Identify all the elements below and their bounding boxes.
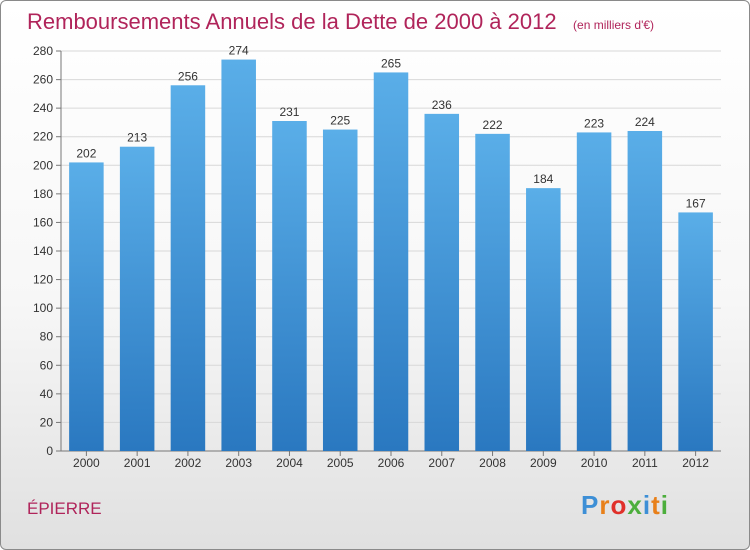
bar-2010 <box>576 132 612 451</box>
data-label: 184 <box>533 172 553 186</box>
y-tick-label: 140 <box>33 244 53 258</box>
bar-2000 <box>69 162 104 451</box>
y-tick-label: 200 <box>33 158 53 172</box>
logo-letter: t <box>651 490 661 520</box>
x-tick-label: 2011 <box>632 456 658 470</box>
y-tick-label: 0 <box>46 444 53 458</box>
x-tick-label: 2000 <box>73 456 100 470</box>
data-label: 265 <box>381 56 401 70</box>
y-tick-label: 280 <box>33 44 53 58</box>
bar-2009 <box>526 188 561 451</box>
x-tick-label: 2007 <box>428 456 455 470</box>
y-tick-label: 20 <box>40 415 54 429</box>
y-tick-label: 100 <box>33 301 53 315</box>
chart-unit: (en milliers d'€) <box>573 18 655 32</box>
x-tick-label: 2009 <box>530 456 557 470</box>
x-tick-label: 2008 <box>479 456 506 470</box>
y-tick-label: 260 <box>33 73 53 87</box>
x-tick-label: 2012 <box>682 456 709 470</box>
bar-2002 <box>170 85 206 452</box>
bar-2007 <box>424 113 460 451</box>
y-tick-label: 80 <box>40 330 54 344</box>
bar-2004 <box>272 121 307 451</box>
x-tick-label: 2005 <box>327 456 354 470</box>
data-label: 274 <box>229 44 249 58</box>
logo-letter: o <box>610 490 628 520</box>
bar-2001 <box>119 146 155 451</box>
data-label: 202 <box>76 146 96 160</box>
data-label: 224 <box>635 115 655 129</box>
data-label: 225 <box>330 114 350 128</box>
data-label: 236 <box>432 98 452 112</box>
data-label: 222 <box>483 118 503 132</box>
logo-letter: r <box>599 490 611 520</box>
y-tick-label: 160 <box>33 215 53 229</box>
data-label: 231 <box>279 105 299 119</box>
x-tick-label: 2003 <box>225 456 252 470</box>
bar-2011 <box>627 131 663 451</box>
bar-2012 <box>678 212 713 451</box>
y-tick-label: 180 <box>33 187 53 201</box>
place-name: ÉPIERRE <box>27 499 102 518</box>
proxiti-logo: Proxiti <box>581 490 669 521</box>
x-tick-label: 2010 <box>581 456 608 470</box>
chart-title: Remboursements Annuels de la Dette de 20… <box>27 9 557 34</box>
x-tick-label: 2002 <box>175 456 202 470</box>
title-line: Remboursements Annuels de la Dette de 20… <box>27 9 654 35</box>
logo-letter: i <box>660 490 669 520</box>
y-tick-label: 240 <box>33 101 53 115</box>
bar-2003 <box>221 59 256 451</box>
y-tick-label: 120 <box>33 273 53 287</box>
data-label: 167 <box>686 196 706 210</box>
y-tick-label: 40 <box>40 387 54 401</box>
logo-letter: i <box>642 490 652 520</box>
y-tick-label: 60 <box>40 358 54 372</box>
data-label: 223 <box>584 116 604 130</box>
bar-2005 <box>322 129 358 452</box>
x-tick-label: 2006 <box>378 456 405 470</box>
data-label: 213 <box>127 131 147 145</box>
logo-letter: x <box>627 490 643 520</box>
logo-letter: P <box>581 490 600 520</box>
y-tick-label: 220 <box>33 130 53 144</box>
bar-2006 <box>373 72 409 451</box>
x-tick-label: 2001 <box>124 456 151 470</box>
bar-2008 <box>475 133 510 451</box>
x-tick-label: 2004 <box>276 456 303 470</box>
data-label: 256 <box>178 69 198 83</box>
